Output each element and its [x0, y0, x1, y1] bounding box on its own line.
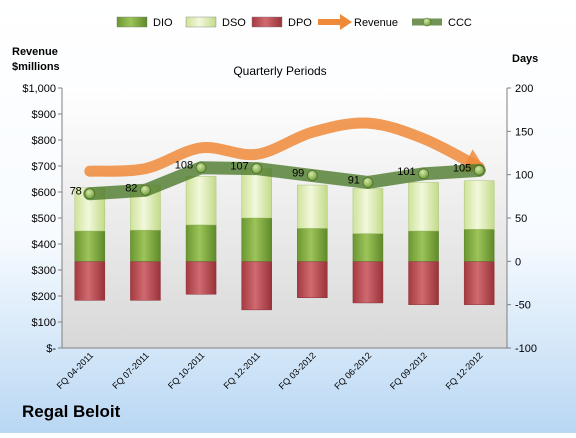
ccc-point	[251, 163, 263, 175]
dpo-bar	[352, 261, 384, 304]
ccc-point	[84, 188, 96, 200]
left-tick-label: $900	[32, 109, 56, 121]
ccc-point	[362, 177, 374, 188]
legend-swatch-dpo	[251, 16, 283, 28]
legend-label-ccc: CCC	[448, 17, 472, 29]
left-tick-label: $400	[32, 239, 56, 251]
left-tick-label: $500	[32, 213, 56, 225]
left-tick-label: $1,000	[22, 83, 56, 95]
plot-area	[62, 88, 507, 348]
ccc-data-label: 108	[175, 160, 193, 172]
ccc-data-label: 78	[70, 186, 82, 198]
x-tick-label: FQ 07-2011	[110, 350, 151, 391]
ccc-data-label: 107	[230, 161, 248, 173]
right-tick-label: 150	[515, 126, 533, 138]
right-tick-label: -50	[515, 300, 531, 312]
right-tick-label: 50	[515, 213, 527, 225]
dio-bar	[463, 229, 495, 262]
legend-swatch-revenue-arrowhead	[340, 14, 352, 30]
dpo-bar	[408, 261, 439, 305]
legend-label-dpo: DPO	[288, 17, 312, 29]
x-tick-label: FQ 12-2011	[222, 350, 263, 391]
ccc-data-label: 99	[292, 168, 304, 180]
ccc-data-label: 91	[348, 174, 360, 186]
left-tick-label: $200	[32, 291, 56, 303]
right-tick-label: 100	[515, 170, 533, 182]
ccc-point	[140, 184, 151, 196]
dso-bar	[352, 188, 384, 234]
dpo-bar	[297, 261, 328, 298]
dso-bar	[463, 180, 495, 230]
legend: DIO DSO DPO Revenue CCC	[116, 14, 472, 30]
ccc-point	[306, 170, 318, 181]
legend-label-dso: DSO	[222, 17, 246, 29]
dso-bar	[185, 176, 217, 226]
right-axis-label: Days	[512, 53, 538, 65]
x-tick-label: FQ 09-2012	[388, 350, 429, 391]
dio-bar	[130, 229, 161, 262]
dio-bar	[352, 233, 384, 262]
left-tick-label: $300	[32, 265, 56, 277]
dso-bar	[241, 168, 272, 219]
x-tick-label: FQ 06-2012	[332, 350, 373, 391]
ccc-point	[418, 168, 429, 180]
left-tick-label: $100	[32, 317, 56, 329]
company-name: Regal Beloit	[22, 402, 121, 421]
ccc-data-label: 101	[397, 166, 415, 178]
dpo-bar	[185, 261, 217, 295]
dpo-bar	[130, 261, 161, 301]
revenue-line	[84, 117, 485, 177]
left-axis-label-line1: Revenue	[12, 46, 58, 58]
right-tick-label: -100	[515, 343, 537, 355]
legend-swatch-dio	[116, 16, 148, 28]
left-tick-label: $-	[46, 343, 56, 355]
dso-bar	[297, 184, 328, 229]
dpo-bar	[463, 261, 495, 305]
left-axis-label-line2: $millions	[12, 61, 60, 73]
chart-title: Quarterly Periods	[233, 64, 326, 78]
dio-bar	[241, 217, 272, 262]
ccc-line	[83, 161, 486, 201]
dio-bar	[408, 230, 439, 262]
left-tick-label: $800	[32, 135, 56, 147]
ccc-point	[195, 162, 207, 174]
ccc-point	[473, 164, 485, 176]
ccc-data-label: 82	[125, 182, 137, 194]
left-tick-label: $700	[32, 161, 56, 173]
dpo-bar	[74, 261, 106, 301]
legend-label-dio: DIO	[153, 17, 173, 29]
x-tick-label: FQ 03-2012	[277, 350, 318, 391]
legend-swatch-dso	[185, 16, 217, 28]
x-tick-label: FQ 04-2011	[55, 350, 96, 391]
legend-swatch-ccc-dot	[422, 17, 432, 27]
ccc-layer: 78 82 108 107 99 91 101 105	[70, 160, 486, 201]
dpo-bar	[241, 261, 272, 311]
dio-bar	[297, 228, 328, 262]
x-tick-label: FQ 12-2012	[444, 350, 485, 391]
left-tick-label: $600	[32, 187, 56, 199]
dso-bar	[408, 182, 439, 232]
ccc-data-label: 105	[453, 162, 471, 174]
dio-bar	[74, 230, 106, 262]
right-tick-label: 200	[515, 83, 533, 95]
legend-label-revenue: Revenue	[354, 17, 398, 29]
right-tick-label: 0	[515, 256, 521, 268]
dio-bar	[185, 224, 217, 262]
x-tick-label: FQ 10-2011	[166, 350, 207, 391]
